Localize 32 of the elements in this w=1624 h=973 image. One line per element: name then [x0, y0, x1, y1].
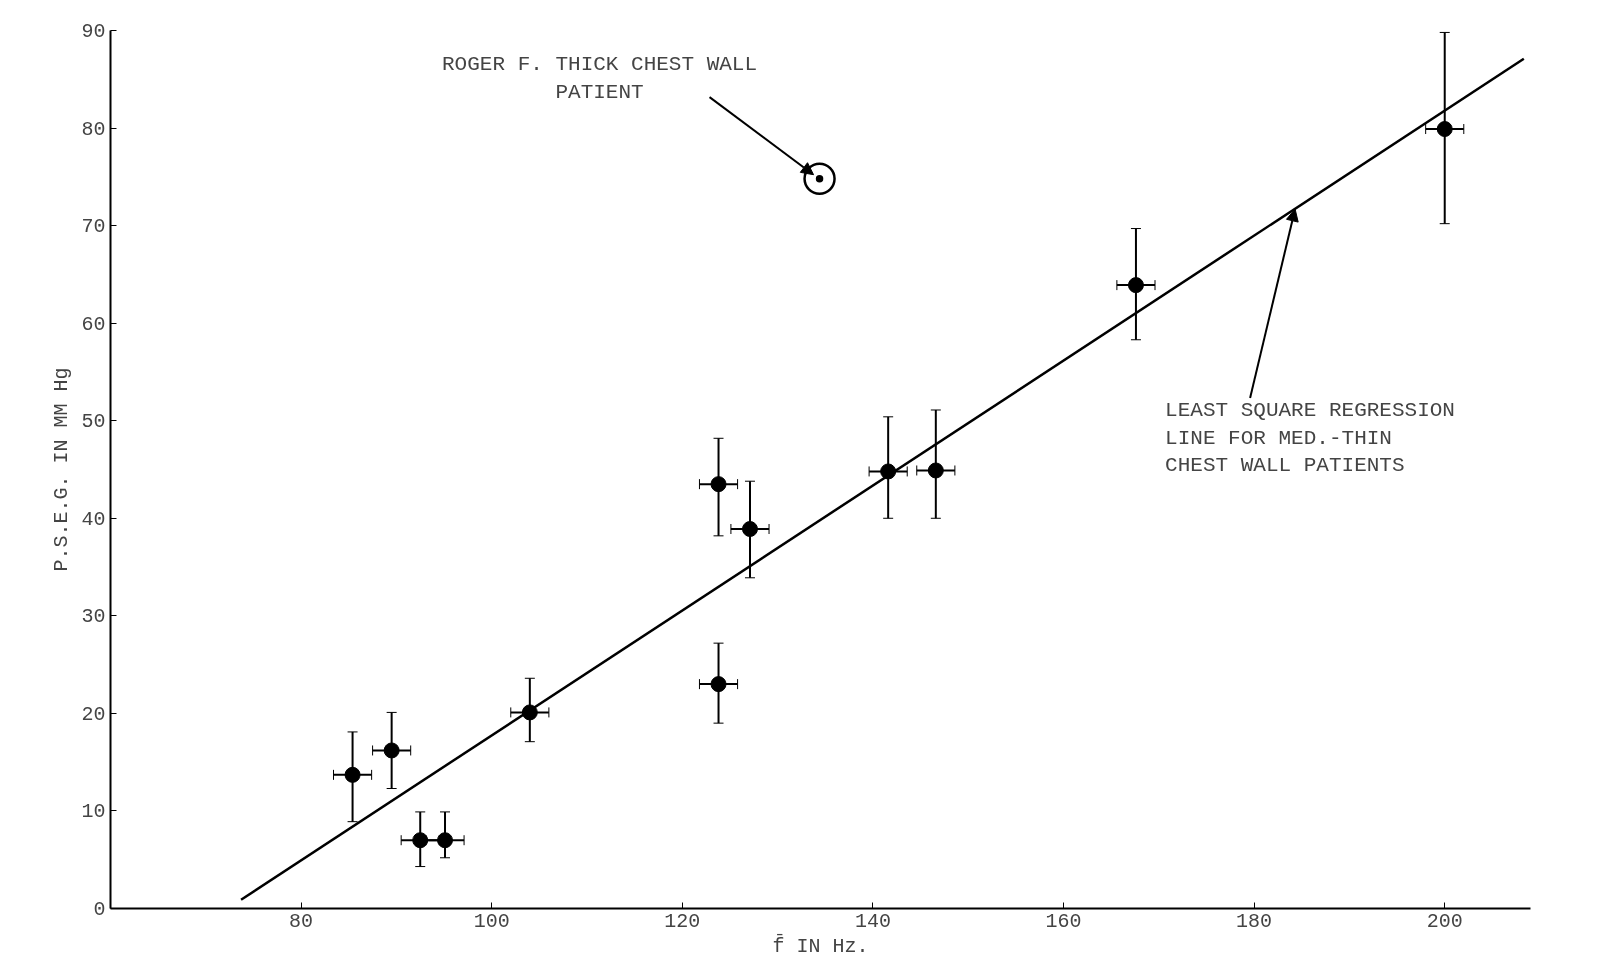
point	[383, 742, 400, 759]
y-tick-label: 70	[81, 215, 106, 239]
x-tick-label: 100	[473, 909, 510, 933]
point	[803, 162, 836, 195]
y-tick-label: 90	[81, 20, 106, 43]
y-tick-label: 60	[81, 312, 106, 336]
x-tick-label: 180	[1236, 909, 1273, 933]
x-tick-label: 200	[1426, 909, 1463, 933]
point	[741, 521, 758, 537]
point	[710, 676, 727, 693]
point	[710, 476, 727, 493]
point	[1127, 277, 1144, 294]
x-axis-title: f̄ IN Hz.	[772, 933, 869, 958]
y-tick-label: 20	[81, 702, 106, 726]
x-tick-label: 140	[854, 909, 891, 933]
y-tick-label: 0	[93, 898, 106, 921]
y-tick-label: 80	[81, 117, 106, 141]
point	[344, 766, 361, 783]
x-tick-label: 160	[1045, 909, 1082, 933]
x-tick-label: 80	[289, 909, 314, 933]
point	[1436, 121, 1453, 138]
y-tick-label: 40	[81, 507, 106, 531]
y-tick-label: 30	[81, 605, 106, 629]
annotation: LEAST SQUARE REGRESSION LINE FOR MED.-THIN CHEST WALL PATIENTS	[1165, 399, 1455, 478]
annotation: ROGER F. THICK CHEST WALL PATIENT	[442, 53, 758, 104]
point	[437, 832, 454, 849]
point	[412, 832, 429, 849]
y-axis-title: P.S.E.G. IN MM Hg	[50, 367, 74, 572]
y-tick-label: 10	[81, 800, 106, 824]
x-tick-label: 120	[664, 909, 701, 933]
y-tick-label: 50	[81, 410, 106, 434]
point	[927, 462, 944, 479]
